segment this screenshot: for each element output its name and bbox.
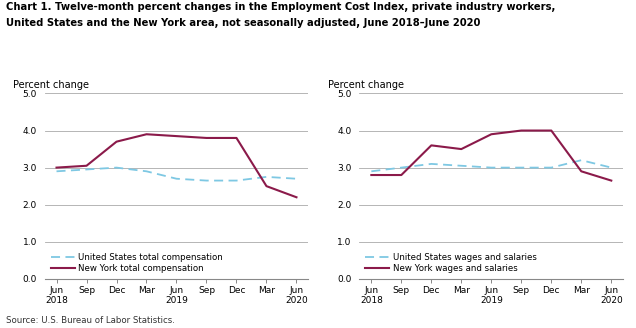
United States total compensation	[173, 177, 181, 181]
United States wages and salaries	[398, 166, 405, 170]
New York wages and salaries	[457, 147, 465, 151]
United States wages and salaries	[487, 166, 495, 170]
Text: United States and the New York area, not seasonally adjusted, June 2018–June 202: United States and the New York area, not…	[6, 18, 481, 28]
New York total compensation	[173, 134, 181, 138]
Line: New York total compensation: New York total compensation	[57, 134, 296, 197]
New York wages and salaries	[607, 179, 615, 183]
Line: New York wages and salaries: New York wages and salaries	[371, 131, 611, 181]
United States total compensation	[203, 179, 211, 183]
United States total compensation	[293, 177, 300, 181]
United States total compensation	[83, 168, 90, 172]
New York wages and salaries	[548, 129, 555, 133]
United States wages and salaries	[368, 169, 375, 173]
New York total compensation	[142, 132, 150, 136]
Text: Percent change: Percent change	[328, 80, 404, 90]
Line: United States wages and salaries: United States wages and salaries	[371, 160, 611, 171]
New York wages and salaries	[368, 173, 375, 177]
United States wages and salaries	[548, 166, 555, 170]
Text: Chart 1. Twelve-month percent changes in the Employment Cost Index, private indu: Chart 1. Twelve-month percent changes in…	[6, 2, 556, 11]
New York total compensation	[233, 136, 240, 140]
United States wages and salaries	[518, 166, 525, 170]
New York total compensation	[203, 136, 211, 140]
United States wages and salaries	[607, 166, 615, 170]
New York wages and salaries	[427, 143, 435, 147]
United States total compensation	[53, 169, 60, 173]
New York wages and salaries	[398, 173, 405, 177]
United States total compensation	[233, 179, 240, 183]
Legend: United States total compensation, New York total compensation: United States total compensation, New Yo…	[49, 251, 225, 275]
United States wages and salaries	[457, 164, 465, 168]
United States total compensation	[142, 169, 150, 173]
New York wages and salaries	[518, 129, 525, 133]
New York total compensation	[263, 184, 270, 188]
United States total compensation	[113, 166, 120, 170]
New York total compensation	[293, 195, 300, 199]
New York total compensation	[53, 166, 60, 170]
United States total compensation	[263, 175, 270, 179]
Legend: United States wages and salaries, New York wages and salaries: United States wages and salaries, New Yo…	[364, 251, 539, 275]
Text: Percent change: Percent change	[13, 80, 89, 90]
United States wages and salaries	[577, 158, 585, 162]
Text: Source: U.S. Bureau of Labor Statistics.: Source: U.S. Bureau of Labor Statistics.	[6, 316, 176, 325]
New York wages and salaries	[487, 132, 495, 136]
New York wages and salaries	[577, 169, 585, 173]
United States wages and salaries	[427, 162, 435, 166]
New York total compensation	[113, 140, 120, 144]
New York total compensation	[83, 164, 90, 168]
Line: United States total compensation: United States total compensation	[57, 168, 296, 181]
